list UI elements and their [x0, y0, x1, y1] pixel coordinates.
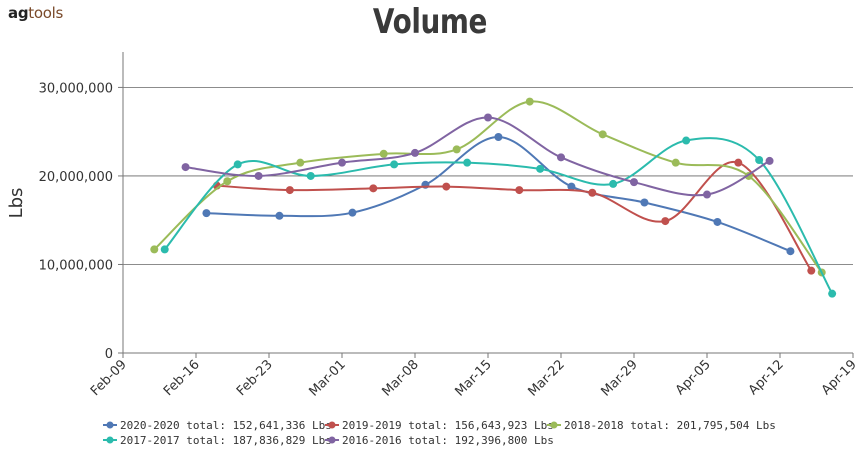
data-point[interactable] — [630, 178, 638, 187]
legend-item[interactable]: 2018-2018 total: 201,795,504 Lbs — [547, 419, 776, 432]
legend-swatch-dot — [550, 421, 558, 429]
data-point[interactable] — [713, 217, 722, 226]
legend-label: 2016-2016 total: 192,396,800 Lbs — [342, 434, 554, 447]
legend-label: 2018-2018 total: 201,795,504 Lbs — [564, 419, 776, 432]
data-point[interactable] — [682, 136, 691, 145]
data-point[interactable] — [703, 190, 711, 199]
logo-tools-text: tools — [28, 4, 63, 22]
legend-item[interactable]: 2020-2020 total: 152,641,336 Lbs — [103, 419, 332, 432]
legend-label: 2019-2019 total: 156,643,923 Lbs — [342, 419, 554, 432]
legend-item[interactable]: 2017-2017 total: 187,836,829 Lbs — [103, 434, 332, 447]
legend-swatch-dot — [328, 421, 336, 429]
data-point[interactable] — [254, 171, 263, 180]
series-line — [153, 100, 823, 274]
data-point[interactable] — [452, 145, 461, 154]
legend-swatch-dot — [328, 436, 336, 444]
y-tick-labels: 0 10,000,000 20,000,000 30,000,000 — [39, 81, 123, 362]
series-line — [216, 161, 813, 272]
data-point[interactable] — [463, 158, 472, 167]
data-point[interactable] — [338, 158, 346, 167]
series-line — [163, 137, 834, 295]
data-point[interactable] — [411, 148, 419, 157]
data-point[interactable] — [828, 289, 837, 298]
data-point[interactable] — [525, 97, 534, 106]
x-tick-label: Mar-22 — [525, 357, 567, 399]
x-tick-label: Apr-19 — [819, 357, 860, 398]
data-point[interactable] — [379, 149, 388, 158]
logo-ag-text: ag — [8, 4, 29, 22]
data-point[interactable] — [348, 208, 357, 217]
data-point[interactable] — [515, 186, 524, 195]
data-point[interactable] — [671, 158, 680, 167]
data-point[interactable] — [150, 245, 159, 254]
data-point[interactable] — [494, 132, 503, 141]
data-point[interactable] — [442, 182, 451, 191]
legend-swatch-dot — [106, 436, 114, 444]
legend-item[interactable]: 2019-2019 total: 156,643,923 Lbs — [325, 419, 554, 432]
x-tick-label: Feb-09 — [88, 357, 130, 399]
data-point[interactable] — [369, 184, 378, 193]
data-point[interactable] — [567, 182, 576, 191]
series-4 — [160, 136, 837, 298]
data-point[interactable] — [588, 188, 597, 197]
data-point[interactable] — [557, 153, 565, 162]
x-tick-labels: Feb-09 Feb-16 Feb-23 Mar-01 Mar-08 Mar-15 Mar-… — [88, 353, 860, 400]
x-tick-label: Feb-23 — [234, 357, 276, 399]
data-point[interactable] — [786, 247, 795, 256]
legend-label: 2020-2020 total: 152,641,336 Lbs — [120, 419, 332, 432]
data-point[interactable] — [223, 177, 232, 186]
data-point[interactable] — [755, 156, 764, 165]
y-tick-label: 20,000,000 — [39, 170, 113, 185]
data-point[interactable] — [285, 186, 294, 195]
series-line — [185, 116, 771, 197]
axes — [122, 52, 853, 354]
agtools-logo[interactable]: agtools — [8, 4, 63, 22]
x-tick-label: Mar-01 — [306, 357, 348, 399]
data-point[interactable] — [640, 198, 649, 207]
y-tick-label: 0 — [105, 347, 113, 362]
legend-item[interactable]: 2016-2016 total: 192,396,800 Lbs — [325, 434, 554, 447]
legend-swatch-dot — [106, 421, 114, 429]
data-point[interactable] — [296, 158, 305, 167]
data-point[interactable] — [598, 130, 607, 139]
x-tick-label: Mar-08 — [379, 357, 421, 399]
data-series — [150, 97, 837, 298]
data-point[interactable] — [765, 156, 774, 165]
series-3 — [150, 97, 826, 277]
y-tick-label: 30,000,000 — [39, 81, 113, 96]
data-point[interactable] — [734, 158, 743, 167]
data-point[interactable] — [661, 217, 670, 226]
data-point[interactable] — [609, 179, 618, 188]
chart-title: Volume — [372, 2, 488, 42]
x-tick-label: Apr-05 — [673, 357, 714, 398]
data-point[interactable] — [807, 266, 816, 275]
data-point[interactable] — [390, 160, 399, 169]
x-tick-label: Mar-29 — [598, 357, 640, 399]
y-tick-label: 10,000,000 — [39, 258, 113, 273]
series-1 — [202, 132, 795, 256]
x-tick-label: Mar-15 — [452, 357, 494, 399]
legend-label: 2017-2017 total: 187,836,829 Lbs — [120, 434, 332, 447]
data-point[interactable] — [233, 160, 242, 169]
x-tick-label: Apr-12 — [746, 357, 787, 398]
data-point[interactable] — [484, 113, 492, 122]
data-point[interactable] — [536, 164, 545, 173]
x-tick-label: Feb-16 — [161, 357, 203, 399]
data-point[interactable] — [181, 163, 190, 172]
data-point[interactable] — [275, 211, 284, 220]
legend: 2020-2020 total: 152,641,336 Lbs 2019-201… — [103, 419, 776, 447]
y-axis-label: Lbs — [6, 188, 27, 219]
series-5 — [181, 113, 774, 199]
data-point[interactable] — [202, 209, 211, 218]
data-point[interactable] — [160, 245, 169, 254]
data-point[interactable] — [306, 171, 315, 180]
